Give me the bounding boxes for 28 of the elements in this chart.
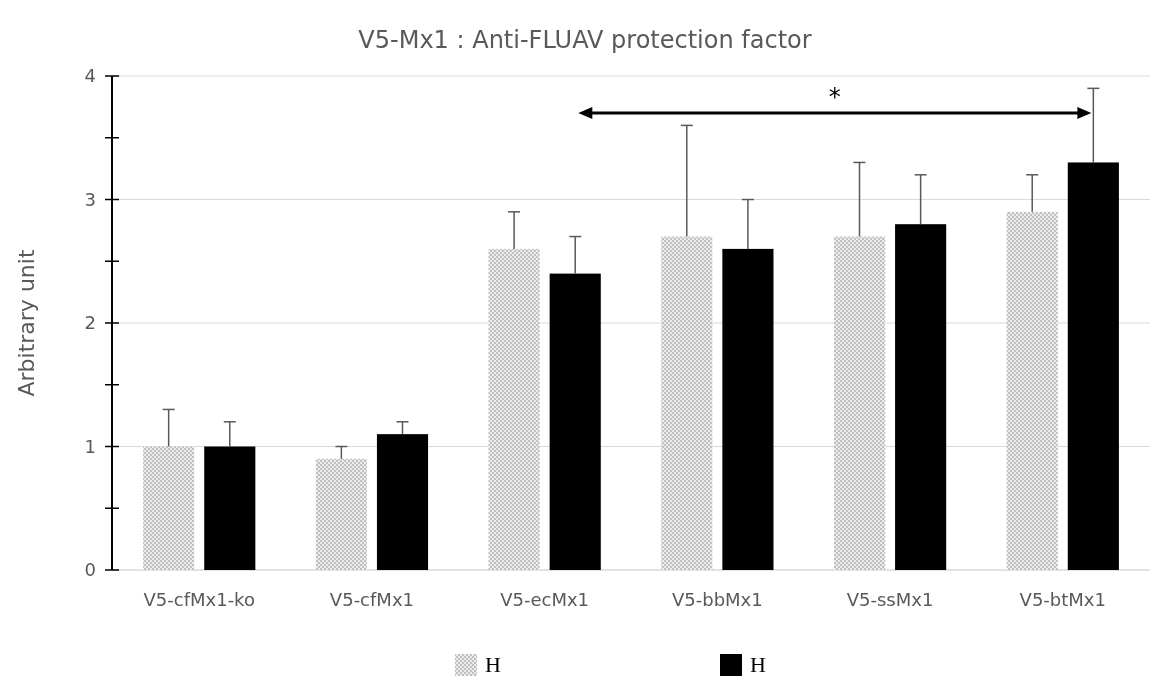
legend-label: H [750,652,766,677]
bar [204,446,256,570]
x-tick-label: V5-ssMx1 [846,589,934,610]
bar [661,236,713,570]
x-tick-label: V5-cfMx1-ko [143,589,255,610]
legend-label: H [485,652,501,677]
y-axis-title: Arbitrary unit [14,249,39,397]
x-tick-label: V5-btMx1 [1019,589,1106,610]
y-tick-label: 1 [84,435,96,457]
chart-title: V5-Mx1 : Anti-FLUAV protection factor [358,26,812,54]
y-tick-label: 2 [84,312,96,334]
bar [488,248,540,570]
bar [549,273,601,570]
y-tick-label: 4 [84,65,96,87]
bar [1006,211,1058,570]
x-tick-label: V5-ecMx1 [500,589,590,610]
x-tick-label: V5-bbMx1 [671,589,763,610]
bar [143,446,195,570]
y-tick-label: 0 [84,559,96,581]
x-tick-label: V5-cfMx1 [329,589,414,610]
bar [833,236,886,570]
y-tick-label: 3 [84,188,96,210]
annotation: * [828,83,841,112]
bar [376,434,429,570]
bar [1067,162,1119,570]
bar [722,248,774,570]
bar [315,458,367,570]
bar [895,224,947,570]
